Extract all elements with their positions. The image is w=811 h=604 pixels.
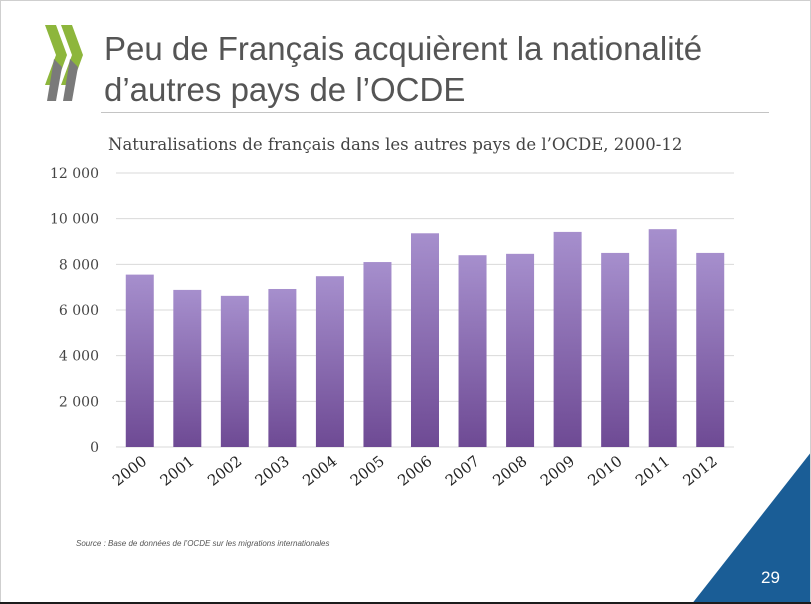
y-tick-label: 12 000 — [50, 166, 99, 182]
x-tick-label: 2004 — [299, 452, 340, 490]
title-divider — [101, 112, 769, 113]
bar-2008 — [506, 253, 535, 447]
bar-2009 — [553, 231, 582, 447]
x-tick-label: 2009 — [537, 452, 578, 490]
x-tick-label: 2006 — [394, 452, 435, 490]
x-tick-label: 2003 — [252, 452, 293, 490]
x-axis-tick-labels: 2000 2001 2002 2003 2004 2005 2006 2007 2008 2009… — [109, 452, 721, 490]
y-tick-label: 8 000 — [59, 257, 99, 273]
chart-title: Naturalisations de français dans les aut… — [108, 135, 683, 154]
logo-green-chevron-right — [61, 25, 83, 85]
bar-2006 — [411, 233, 439, 447]
logo-gray-chevron-right — [63, 59, 78, 101]
bars — [125, 229, 725, 447]
x-tick-label: 2000 — [109, 452, 150, 490]
bar-2011 — [648, 229, 677, 447]
y-tick-label: 2 000 — [59, 394, 99, 410]
bar-2007 — [458, 255, 487, 447]
y-tick-label: 0 — [90, 440, 99, 456]
logo-gray-chevron-left — [47, 59, 62, 101]
bar-2003 — [268, 288, 297, 447]
page-number: 29 — [761, 568, 780, 587]
bar-2000 — [125, 274, 154, 447]
corner-triangle — [692, 453, 810, 603]
bar-2004 — [315, 276, 344, 447]
bar-2010 — [601, 252, 630, 447]
x-tick-label: 2005 — [347, 452, 388, 490]
bar-2001 — [173, 289, 202, 447]
y-tick-label: 10 000 — [50, 212, 99, 228]
x-tick-label: 2001 — [157, 452, 198, 490]
bottom-edge — [0, 602, 811, 604]
x-tick-label: 2011 — [632, 452, 673, 490]
y-tick-label: 4 000 — [59, 349, 99, 365]
oecd-logo — [45, 25, 83, 101]
slide-title: Peu de Français acquièrent la nationalit… — [104, 28, 784, 110]
y-tick-label: 6 000 — [59, 303, 99, 319]
y-axis-tick-labels: 0 2 000 4 000 6 000 8 000 10 000 12 000 — [50, 166, 99, 456]
slide-title-line1: Peu de Français acquièrent la nationalit… — [104, 30, 703, 67]
slide-title-line2: d’autres pays de l’OCDE — [104, 71, 466, 108]
source-note: Source : Base de données de l’OCDE sur l… — [76, 539, 330, 548]
logo-green-chevron-left — [45, 25, 67, 85]
x-tick-label: 2002 — [204, 452, 245, 490]
bar-2012 — [696, 252, 725, 447]
x-tick-label: 2007 — [442, 452, 483, 490]
bar-2005 — [363, 262, 392, 447]
bar-2002 — [220, 295, 249, 447]
x-tick-label: 2008 — [489, 452, 530, 490]
x-tick-label: 2010 — [584, 452, 625, 490]
